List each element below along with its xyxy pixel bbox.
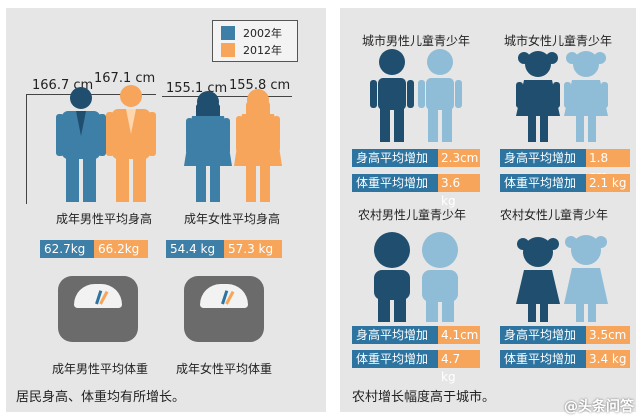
rural-female-height-value: 3.5cm [586,326,630,344]
female-weight-2012: 57.3 kg [224,240,282,258]
adult-figures [56,85,282,202]
legend-label-2012: 2012年 [243,44,282,57]
legend-swatch-2012 [221,43,235,57]
rural-boy-2012-figure [422,232,458,322]
urban-female-weight-value: 2.1 kg [586,174,630,192]
urban-girl-2002-figure [516,51,560,142]
urban-female-height-label: 身高平均增加 [500,149,586,167]
right-summary: 农村增长幅度高于城市。 [352,390,496,405]
rural-male-height-label: 身高平均增加 [352,326,438,344]
female-height-2012: 155.8 cm [229,78,291,93]
urban-boy-2002-figure [370,49,414,142]
adult-male-weight-caption: 成年男性平均体重 [52,362,149,376]
adult-male-2002-figure [56,87,106,202]
left-summary: 居民身高、体重均有所增长。 [16,390,186,405]
left-panel: 2002年 2012年 166.7 cm 167.1 cm 155.1 cm 1… [6,8,326,412]
adult-female-height-caption: 成年女性平均身高 [184,212,281,226]
urban-male-height-value: 2.3cm [438,149,480,167]
rural-male-height-value: 4.1cm [438,326,480,344]
rural-boy-2002-figure [374,232,410,322]
female-weight-scale-icon [184,276,264,342]
baseline-axis [26,94,27,204]
urban-girl-2012-figure [564,51,608,142]
rural-female-title: 农村女性儿童青少年 [500,208,609,222]
urban-male-title: 城市男性儿童青少年 [362,34,471,48]
male-weight-2012: 66.2kg [94,240,148,258]
urban-female-weight-label: 体重平均增加 [500,174,586,192]
adult-female-2012-figure [234,89,282,202]
adult-male-2012-figure [106,85,156,202]
legend-label-2002: 2002年 [243,27,282,40]
legend-swatch-2002 [221,26,235,40]
rural-male-weight-label: 体重平均增加 [352,350,438,368]
watermark: @头条问答 [564,399,634,415]
rural-female-weight-value: 3.4 kg [586,350,630,368]
legend: 2002年 2012年 [212,20,298,62]
rural-male-weight-value: 4.7 kg [438,350,480,384]
female-weight-2002: 54.4 kg [166,240,224,258]
urban-male-height-label: 身高平均增加 [352,149,438,167]
urban-female-title: 城市女性儿童青少年 [504,34,613,48]
adult-female-weight-caption: 成年女性平均体重 [176,362,273,376]
rural-child-figures [374,232,608,322]
male-weight-scale-icon [58,276,138,342]
right-panel: 城市男性儿童青少年 城市女性儿童青少年 农村男性儿童青少年 农村女性儿童青少年 [340,8,636,412]
rural-female-weight-label: 体重平均增加 [500,350,586,368]
urban-male-weight-value: 3.6 kg [438,174,480,208]
female-height-line [162,96,292,97]
urban-female-height-value: 1.8 cm [586,149,630,183]
male-weight-2002: 62.7kg [40,240,94,258]
urban-child-figures [370,49,608,142]
adult-male-height-caption: 成年男性平均身高 [56,212,153,226]
urban-boy-2012-figure [418,49,462,142]
adult-female-2002-figure [184,91,232,202]
rural-male-title: 农村男性儿童青少年 [358,208,467,222]
rural-female-height-label: 身高平均增加 [500,326,586,344]
rural-girl-2002-figure [516,237,560,322]
male-height-2012: 167.1 cm [94,71,156,86]
rural-girl-2012-figure [564,235,608,322]
urban-male-weight-label: 体重平均增加 [352,174,438,192]
